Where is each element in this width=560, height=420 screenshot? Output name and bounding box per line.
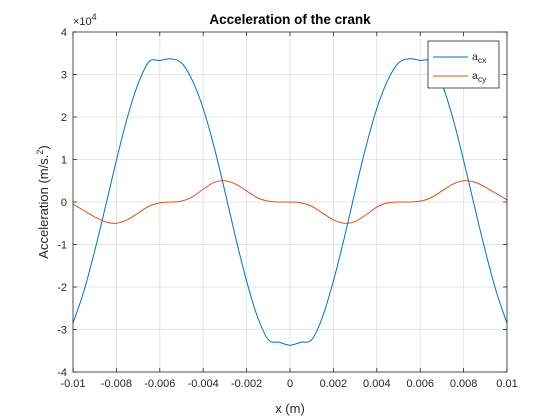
y-exponent-power: 4	[92, 12, 97, 22]
legend-acy-sub: cy	[478, 74, 487, 84]
y-axis-label-close: )	[36, 145, 51, 149]
y-axis-label: Acceleration (m/s.2)	[35, 145, 51, 258]
x-tick-label: 0.01	[496, 378, 517, 390]
x-tick-label: 0.008	[450, 378, 478, 390]
y-tick-labels: -4 -3 -2 -1 0 1 2 3 4	[57, 27, 67, 379]
x-tick-label: -0.004	[188, 378, 219, 390]
x-tick-label: 0.006	[406, 378, 434, 390]
y-tick-label: 0	[61, 197, 67, 209]
y-tick-label: -2	[57, 282, 67, 294]
x-tick-label: -0.002	[231, 378, 262, 390]
legend-acx-sub: cx	[478, 55, 487, 65]
y-axis-label-main: Acceleration (m/s.	[36, 155, 51, 259]
y-tick-label: 3	[61, 70, 67, 82]
x-axis-label: x (m)	[275, 401, 305, 416]
chart-title: Acceleration of the crank	[209, 12, 371, 27]
x-tick-label: -0.008	[101, 378, 132, 390]
legend-box	[428, 41, 499, 88]
legend[interactable]: acx acy	[428, 41, 499, 88]
x-tick-label: 0.004	[363, 378, 391, 390]
y-exponent: ×104	[73, 12, 97, 28]
x-tick-labels: -0.01 -0.008 -0.006 -0.004 -0.002 0 0.002 0.004…	[60, 378, 517, 390]
y-exponent-base: ×10	[73, 16, 92, 28]
x-tick-label: 0.002	[320, 378, 348, 390]
y-tick-label: -4	[57, 367, 67, 379]
y-tick-label: -1	[57, 240, 67, 252]
y-tick-label: 2	[61, 112, 67, 124]
y-tick-label: 4	[61, 27, 67, 39]
x-tick-label: -0.006	[144, 378, 175, 390]
x-tick-label: -0.01	[60, 378, 85, 390]
y-tick-label: -3	[57, 325, 67, 337]
y-tick-label: 1	[61, 155, 67, 167]
x-tick-label: 0	[287, 378, 293, 390]
